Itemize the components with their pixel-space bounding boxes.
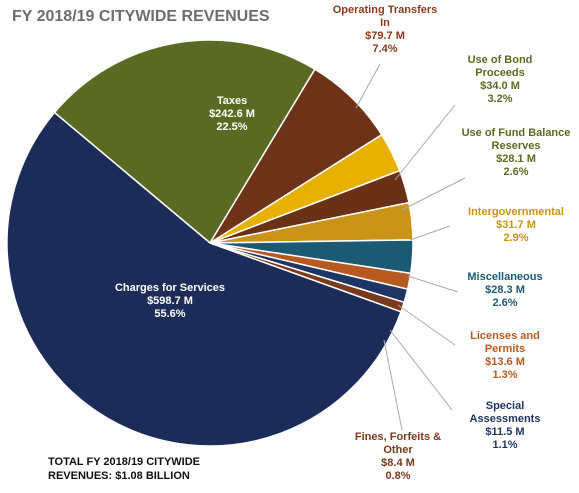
slice-name: Use of Bond Proceeds (467, 54, 533, 79)
slice-label: Special Assessments $11.5 M 1.1% (450, 400, 560, 452)
leader-line (389, 329, 453, 411)
slice-percent: 3.2% (487, 93, 513, 105)
pie-slice (53, 39, 316, 245)
slice-percent: 0.8% (385, 470, 411, 482)
slice-value: $242.6 M (209, 108, 255, 120)
slice-name: Licenses and Permits (470, 330, 540, 355)
slice-name: Use of Fund Balance Reserves (461, 127, 571, 152)
chart-title: FY 2018/19 CITYWIDE REVENUES (12, 8, 270, 25)
slice-value: $79.7 M (365, 30, 405, 42)
slice-name: Miscellaneous (467, 271, 543, 283)
slice-label: Charges for Services $598.7 M 55.6% (110, 282, 230, 321)
leader-line (409, 225, 451, 241)
slice-name: Intergovernmental (468, 206, 564, 218)
slice-value: $13.6 M (485, 356, 525, 368)
slice-value: $34.0 M (480, 80, 520, 92)
slice-value: $8.4 M (381, 457, 415, 469)
leader-line (397, 304, 456, 346)
slice-name: Fines, Forfeits & Other (354, 431, 442, 456)
slice-value: $28.1 M (496, 153, 536, 165)
slice-value: $31.7 M (496, 219, 536, 231)
leader-line (401, 177, 466, 211)
slice-percent: 1.1% (492, 439, 518, 451)
slice-name: Operating Transfers In (332, 4, 438, 29)
slice-name: Taxes (216, 95, 248, 107)
slice-label: Taxes $242.6 M 22.5% (177, 95, 287, 134)
slice-label: Use of Fund Balance Reserves $28.1 M 2.6% (461, 127, 571, 179)
slice-percent: 22.5% (216, 121, 248, 133)
footnote: TOTAL FY 2018/19 CITYWIDE REVENUES: $1.0… (48, 456, 201, 482)
slice-percent: 2.9% (503, 232, 529, 244)
pie-slice (6, 111, 402, 447)
leader-line (407, 275, 459, 293)
leader-line (383, 339, 403, 431)
slice-name: Charges for Services (114, 282, 226, 294)
slice-label: Operating Transfers In $79.7 M 7.4% (330, 4, 440, 56)
slice-label: Licenses and Permits $13.6 M 1.3% (450, 330, 560, 382)
slice-label: Use of Bond Proceeds $34.0 M 3.2% (445, 54, 555, 106)
slice-percent: 7.4% (372, 43, 398, 55)
slice-value: $11.5 M (485, 426, 525, 438)
slice-value: $598.7 M (147, 295, 193, 307)
slice-percent: 2.6% (503, 166, 529, 178)
leader-line (355, 63, 381, 109)
slice-percent: 1.3% (492, 369, 518, 381)
slice-label: Miscellaneous $28.3 M 2.6% (450, 271, 560, 310)
slice-value: $28.3 M (485, 284, 525, 296)
slice-label: Fines, Forfeits & Other $8.4 M 0.8% (343, 431, 453, 483)
slice-percent: 55.6% (154, 308, 186, 320)
slice-percent: 2.6% (492, 297, 518, 309)
slice-name: Special Assessments (469, 400, 541, 425)
leader-line (394, 104, 456, 181)
slice-label: Intergovernmental $31.7 M 2.9% (461, 206, 571, 245)
